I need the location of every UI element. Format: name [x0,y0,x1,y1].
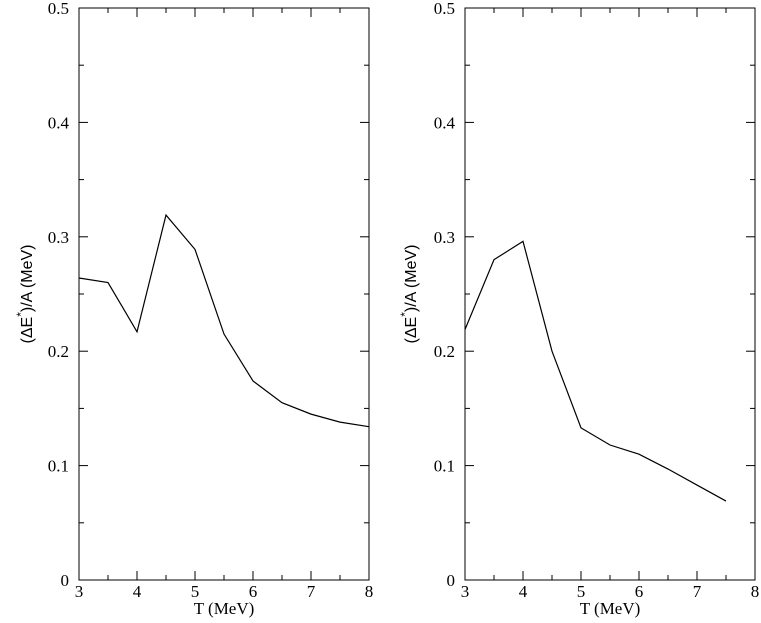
chart0-plot-frame [78,7,370,581]
chart1-y-tick-label: 0.1 [434,457,455,476]
chart1-x-tick-label: 3 [461,582,470,601]
chart0-y-tick-label: 0.2 [48,342,69,361]
chart0-x-tick-label: 3 [75,582,84,601]
chart0-x-tick-label: 4 [133,582,142,601]
chart1-x-tick-label: 7 [693,582,702,601]
chart1-x-tick-label: 6 [635,582,644,601]
chart0-y-tick-label: 0.3 [48,228,69,247]
chart0-x-tick-label: 7 [307,582,316,601]
chart0-x-tick-label: 8 [365,582,374,601]
chart0-y-axis-title: (ΔE*)/A (MeV) [14,245,36,344]
chart0-x-axis-title: T (MeV) [194,599,255,618]
right-panel: 3 4 5 6 7 8 0 0.1 0.2 0.3 0.4 0.5 T (MeV) (ΔE*)/A (Me… [398,0,759,618]
chart0-y-tick-label: 0 [61,571,70,590]
chart0-y-tick-label: 0.1 [48,457,69,476]
chart1-series-line-0 [464,240,727,502]
chart1-x-tick-label: 4 [519,582,528,601]
chart1-y-axis-title: (ΔE*)/A (MeV) [398,245,420,344]
chart0-y-tick-label: 0.5 [48,0,69,18]
chart1-y-tick-label: 0.2 [434,342,455,361]
chart0-x-tick-label: 5 [191,582,200,601]
left-panel: 3 4 5 6 7 8 0 0.1 0.2 0.3 0.4 0.5 T (MeV) (ΔE*)/A (Me… [14,0,373,618]
chart1-y-tick-label: 0.5 [434,0,455,18]
chart1-y-tick-label: 0 [447,571,456,590]
chart1-x-tick-label: 5 [577,582,586,601]
chart0-series-line-0 [78,213,370,428]
chart0-x-tick-label: 6 [249,582,258,601]
chart1-x-axis-title: T (MeV) [580,599,641,618]
chart1-y-tick-label: 0.3 [434,228,455,247]
chart0-y-tick-label: 0.4 [48,113,70,132]
chart1-plot-frame [464,7,756,581]
chart1-y-tick-label: 0.4 [434,113,456,132]
chart1-x-tick-label: 8 [751,582,760,601]
